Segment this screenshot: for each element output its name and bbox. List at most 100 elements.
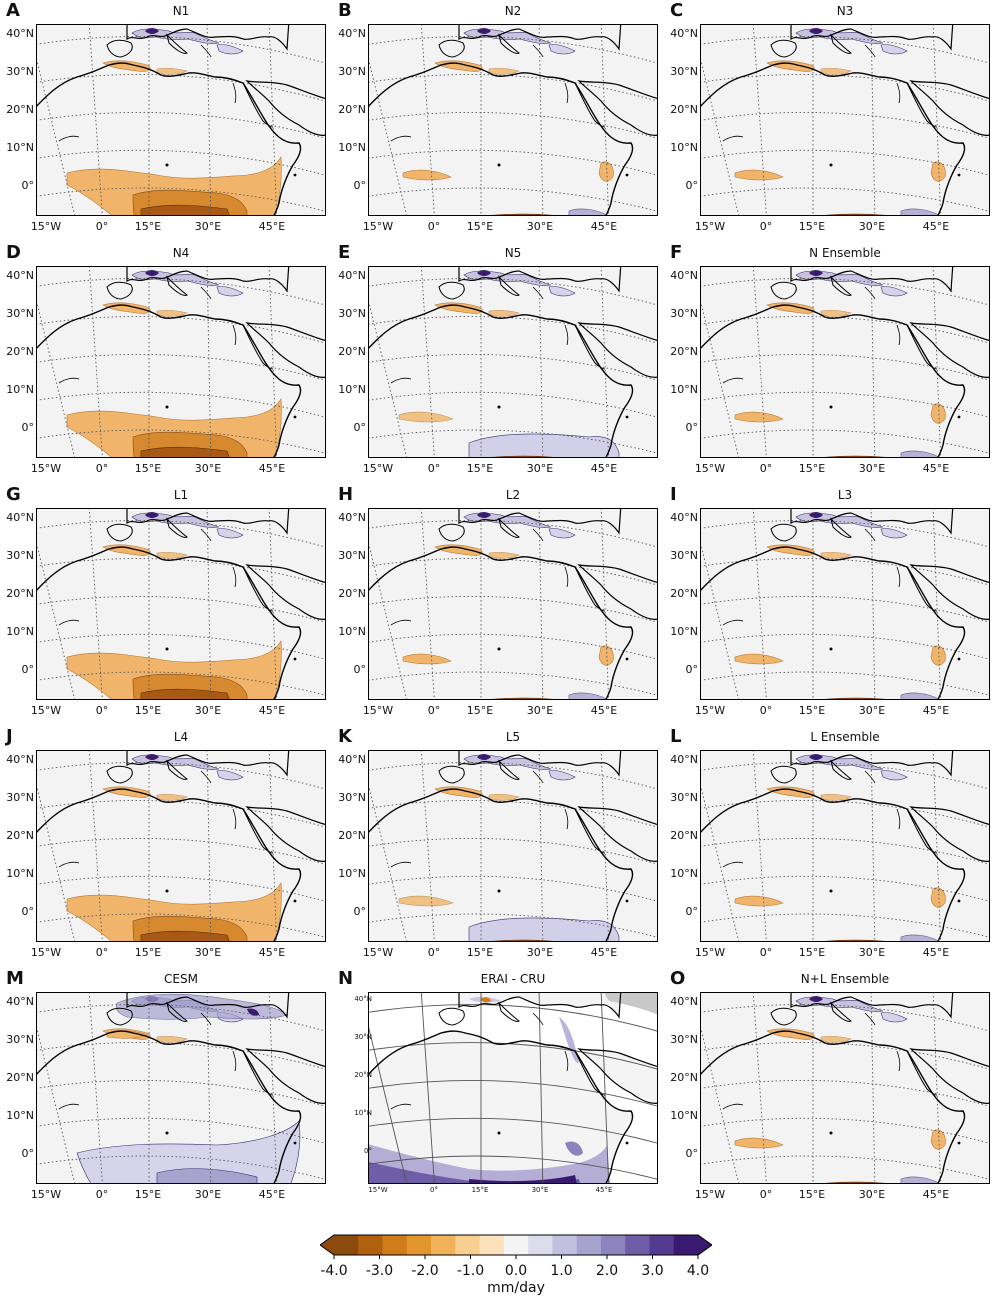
- lon-label: 0°: [759, 946, 773, 959]
- lon-label: 45°E: [590, 946, 618, 959]
- lat-label: 20°N: [6, 103, 34, 116]
- panel-letter: G: [6, 484, 21, 505]
- colorbar-bin: [382, 1235, 408, 1255]
- lon-label: 30°E: [526, 220, 554, 233]
- lat-label: 40°N: [6, 753, 34, 766]
- map-canvas: [369, 25, 657, 215]
- map-canvas: [369, 267, 657, 457]
- panel-letter: B: [338, 0, 352, 21]
- lat-label: 40°N: [338, 269, 366, 282]
- lon-label: 15°E: [134, 946, 162, 959]
- lon-label: 30°E: [194, 220, 222, 233]
- map-panel-g: G L1 40°N 30°N 20°N 10°N 0° 15°W 0° 15°E 30°E 45°E: [0, 484, 332, 726]
- map-frame: [36, 992, 326, 1184]
- colorbar-bin: [625, 1235, 650, 1255]
- lon-label: 15°W: [30, 946, 62, 959]
- map-frame: [700, 508, 990, 700]
- map-panel-o: O N+L Ensemble 40°N 30°N 20°N 10°N 0° 15°W 0° 15°…: [664, 968, 996, 1210]
- lat-label: 20°N: [670, 103, 698, 116]
- lon-label: 15°W: [362, 220, 394, 233]
- lon-label: 15°E: [466, 462, 494, 475]
- lon-label: 30°E: [858, 1188, 886, 1201]
- panel-letter: O: [670, 968, 686, 989]
- lat-label: 30°N: [6, 791, 34, 804]
- lat-label: 10°N: [670, 625, 698, 638]
- lat-label: 20°N: [354, 1071, 372, 1079]
- lat-label: 30°N: [6, 307, 34, 320]
- colorbar-tick-label: 4.0: [686, 1263, 710, 1279]
- lon-label: 30°E: [531, 1186, 549, 1194]
- lat-label: 20°N: [6, 587, 34, 600]
- lat-label: 30°N: [338, 307, 366, 320]
- map-panel-h: H L2 40°N 30°N 20°N 10°N 0° 15°W 0° 15°E 30°E 45°E: [332, 484, 664, 726]
- lat-label: 0°: [353, 905, 367, 918]
- lon-label: 45°E: [258, 462, 286, 475]
- lat-label: 0°: [21, 179, 35, 192]
- lon-label: 0°: [95, 1188, 109, 1201]
- lat-label: 30°N: [354, 1033, 372, 1041]
- panel-letter: E: [338, 242, 351, 263]
- lat-label: 40°N: [338, 511, 366, 524]
- lat-label: 40°N: [338, 753, 366, 766]
- panel-letter: M: [6, 968, 24, 989]
- lon-label: 15°E: [798, 946, 826, 959]
- lon-label: 15°E: [798, 462, 826, 475]
- colorbar-unit-label: mm/day: [487, 1280, 545, 1296]
- lon-label: 30°E: [858, 220, 886, 233]
- map-panel-m: M CESM 40°N 30°N 20°N 10°N 0° 15°W 0° 15°E 30°E 45°…: [0, 968, 332, 1210]
- colorbar-tick-label: -3.0: [365, 1263, 394, 1279]
- colorbar-bin: [528, 1235, 553, 1255]
- panel-letter: K: [338, 726, 352, 747]
- lat-label: 0°: [353, 421, 367, 434]
- colorbar-bin: [334, 1235, 359, 1255]
- lat-label: 10°N: [338, 867, 366, 880]
- lat-label: 10°N: [354, 1109, 372, 1117]
- map-frame: [36, 266, 326, 458]
- lat-label: 30°N: [670, 1033, 698, 1046]
- colorbar-bin: [576, 1235, 602, 1255]
- lon-label: 0°: [427, 220, 441, 233]
- panel-title: ERAI - CRU: [480, 972, 546, 986]
- lat-label: 30°N: [670, 307, 698, 320]
- lat-label: 10°N: [6, 625, 34, 638]
- lon-label: 45°E: [590, 462, 618, 475]
- colorbar-tick-label: 1.0: [550, 1263, 573, 1279]
- colorbar-bin: [649, 1235, 675, 1255]
- lat-label: 10°N: [670, 867, 698, 880]
- lon-label: 0°: [427, 704, 441, 717]
- map-frame: [36, 508, 326, 700]
- lon-label: 30°E: [526, 462, 554, 475]
- lon-label: 15°E: [798, 220, 826, 233]
- map-canvas: [701, 993, 989, 1183]
- lon-label: 45°E: [258, 946, 286, 959]
- lon-label: 15°E: [466, 704, 494, 717]
- panel-letter: J: [6, 726, 13, 747]
- lon-label: 30°E: [194, 704, 222, 717]
- map-canvas: [369, 993, 657, 1183]
- lon-label: 15°W: [694, 1188, 726, 1201]
- colorbar-bin: [358, 1235, 384, 1255]
- lat-label: 0°: [21, 421, 35, 434]
- panel-letter: D: [6, 242, 21, 263]
- colorbar-bin: [455, 1235, 481, 1255]
- colorbar-tick-label: -4.0: [320, 1263, 348, 1279]
- lon-label: 45°E: [922, 704, 950, 717]
- panel-title: N+L Ensemble: [800, 972, 890, 986]
- lon-label: 45°E: [922, 1188, 950, 1201]
- panel-title: L2: [505, 488, 521, 502]
- lat-label: 0°: [364, 1147, 372, 1155]
- colorbar-bin: [503, 1235, 529, 1255]
- lon-label: 30°E: [194, 946, 222, 959]
- lon-label: 15°E: [466, 946, 494, 959]
- map-canvas: [37, 267, 325, 457]
- map-panel-i: I L3 40°N 30°N 20°N 10°N 0° 15°W 0° 15°E 30°E 45°E: [664, 484, 996, 726]
- map-frame: [368, 266, 658, 458]
- panel-letter: I: [670, 484, 677, 505]
- panel-title: N4: [172, 246, 190, 260]
- panel-title: N2: [504, 4, 522, 18]
- lat-label: 30°N: [6, 549, 34, 562]
- colorbar-bin: [673, 1235, 699, 1255]
- lon-label: 0°: [427, 946, 441, 959]
- map-canvas: [37, 993, 325, 1183]
